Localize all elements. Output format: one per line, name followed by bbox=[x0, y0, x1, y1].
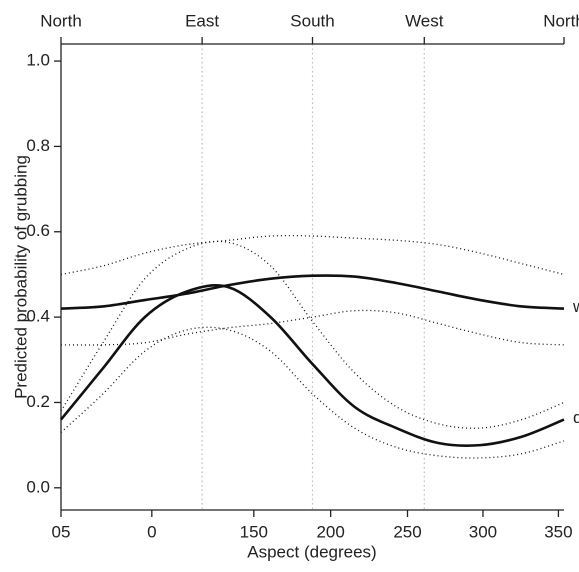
series-line bbox=[59, 284, 565, 447]
y-tick-label: 0.6 bbox=[26, 221, 50, 240]
y-tick-label: 0.0 bbox=[26, 477, 50, 496]
series-label: wet bbox=[572, 297, 579, 316]
x2-tick-label: West bbox=[405, 11, 444, 30]
y-tick-label: 1.0 bbox=[26, 51, 50, 70]
x-axis-label: Aspect (degrees) bbox=[247, 542, 376, 561]
x-tick-label: 150 bbox=[240, 522, 268, 541]
x2-tick-label: North bbox=[40, 11, 82, 30]
x-tick-label: 250 bbox=[393, 522, 421, 541]
x2-tick-label: South bbox=[290, 11, 334, 30]
confidence-line bbox=[60, 234, 565, 276]
y-tick-label: 0.4 bbox=[26, 307, 50, 326]
series-label: dry bbox=[573, 408, 579, 427]
y-tick-label: 0.2 bbox=[26, 392, 50, 411]
x-tick-label: 0 bbox=[147, 522, 156, 541]
series-line bbox=[60, 274, 565, 310]
y-axis-label: Predicted probability of grubbing bbox=[11, 155, 30, 399]
x-tick-label: 200 bbox=[316, 522, 344, 541]
x-tick-label: 350 bbox=[544, 522, 572, 541]
x-tick-label: 05 bbox=[52, 522, 71, 541]
y-tick-label: 0.8 bbox=[26, 136, 50, 155]
confidence-line bbox=[60, 309, 565, 346]
x-tick-label: 300 bbox=[469, 522, 497, 541]
x2-tick-label: North bbox=[543, 11, 579, 30]
x2-tick-label: East bbox=[185, 11, 219, 30]
confidence-line bbox=[60, 326, 565, 459]
